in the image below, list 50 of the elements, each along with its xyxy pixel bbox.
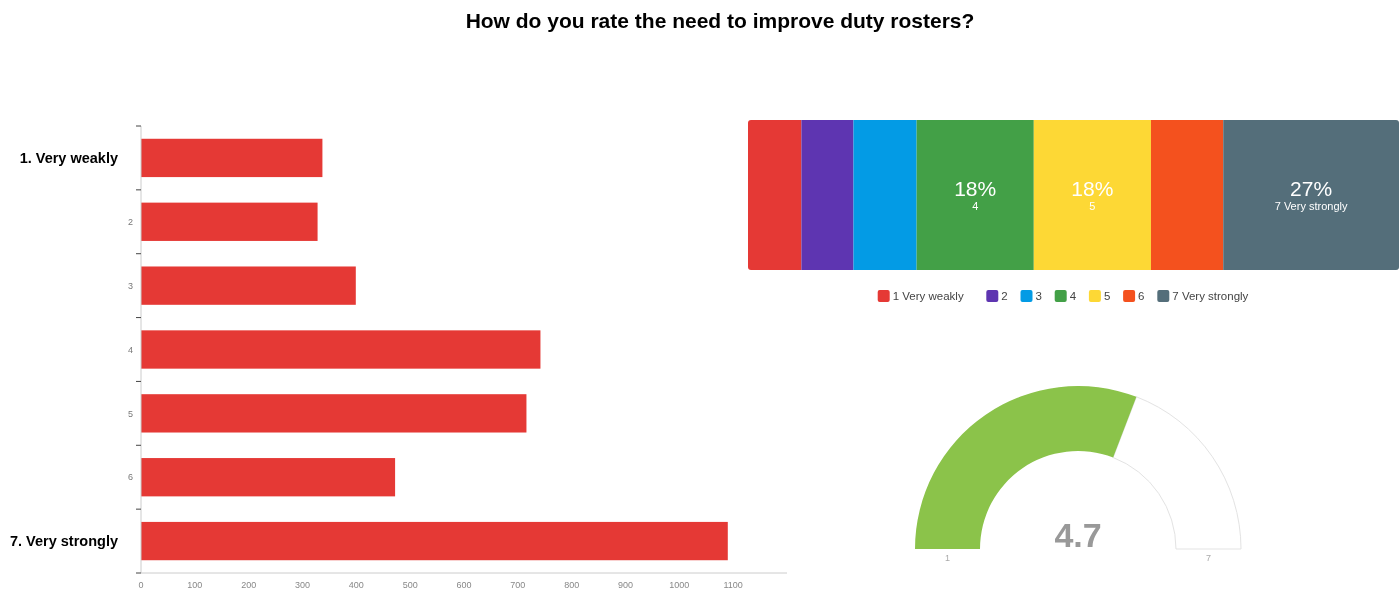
data-label: 18% [1071, 177, 1114, 200]
x-tick-label: 900 [617, 580, 634, 590]
y-tick-label: 3 [127, 280, 133, 291]
x-tick-label: 0 [138, 580, 144, 590]
text: 7 [1205, 553, 1212, 563]
x-tick-label: 400 [348, 580, 364, 590]
x-tick-label: 500 [402, 580, 418, 590]
bar [1223, 120, 1399, 270]
text: 1 [944, 553, 951, 563]
text: 5 [1089, 200, 1096, 212]
y-tick-label: 6 [127, 472, 133, 483]
bar [853, 120, 917, 270]
bar [141, 138, 323, 178]
bar [1033, 120, 1151, 270]
y-tick-label: 5 [127, 408, 133, 419]
x-tick-label: 600 [456, 580, 472, 590]
legend-label: 7 Very strongly [1172, 290, 1249, 303]
text: 4 [972, 200, 979, 212]
bar [748, 120, 802, 270]
x-tick-label: 300 [294, 580, 311, 590]
bar [141, 458, 396, 497]
bar [141, 202, 318, 241]
legend-label: 6 [1138, 290, 1145, 303]
legend-label: 2 [1001, 290, 1008, 303]
x-tick-label: 800 [564, 580, 580, 590]
chart-title: How do you rate the need to improve duty rosters? [465, 9, 975, 32]
y-tick-label: 1. Very weakly [19, 150, 118, 166]
data-label: 4.7 [1054, 516, 1102, 554]
y-tick-label: 4 [127, 344, 133, 355]
y-tick-label: 7. Very strongly [10, 533, 118, 550]
bar [141, 330, 541, 369]
bar [801, 120, 854, 270]
x-tick-label: 200 [241, 580, 257, 590]
legend-label: 1 Very weakly [892, 290, 964, 303]
bar [141, 394, 527, 433]
legend-label: 3 [1035, 290, 1042, 303]
x-tick-label: 700 [510, 580, 526, 590]
bar [141, 266, 356, 305]
text: 7 Very strongly [1274, 200, 1348, 212]
legend-label: 5 [1103, 290, 1111, 303]
legend-label: 4 [1069, 290, 1077, 303]
bar [141, 521, 728, 561]
x-tick-label: 100 [187, 580, 203, 590]
bar [1150, 120, 1224, 270]
data-label: 18% [954, 177, 997, 200]
x-tick-label: 1000 [669, 580, 690, 590]
x-tick-label: 1100 [723, 580, 743, 590]
data-label: 27% [1290, 177, 1333, 200]
bar [916, 120, 1034, 270]
y-tick-label: 2 [127, 216, 133, 227]
